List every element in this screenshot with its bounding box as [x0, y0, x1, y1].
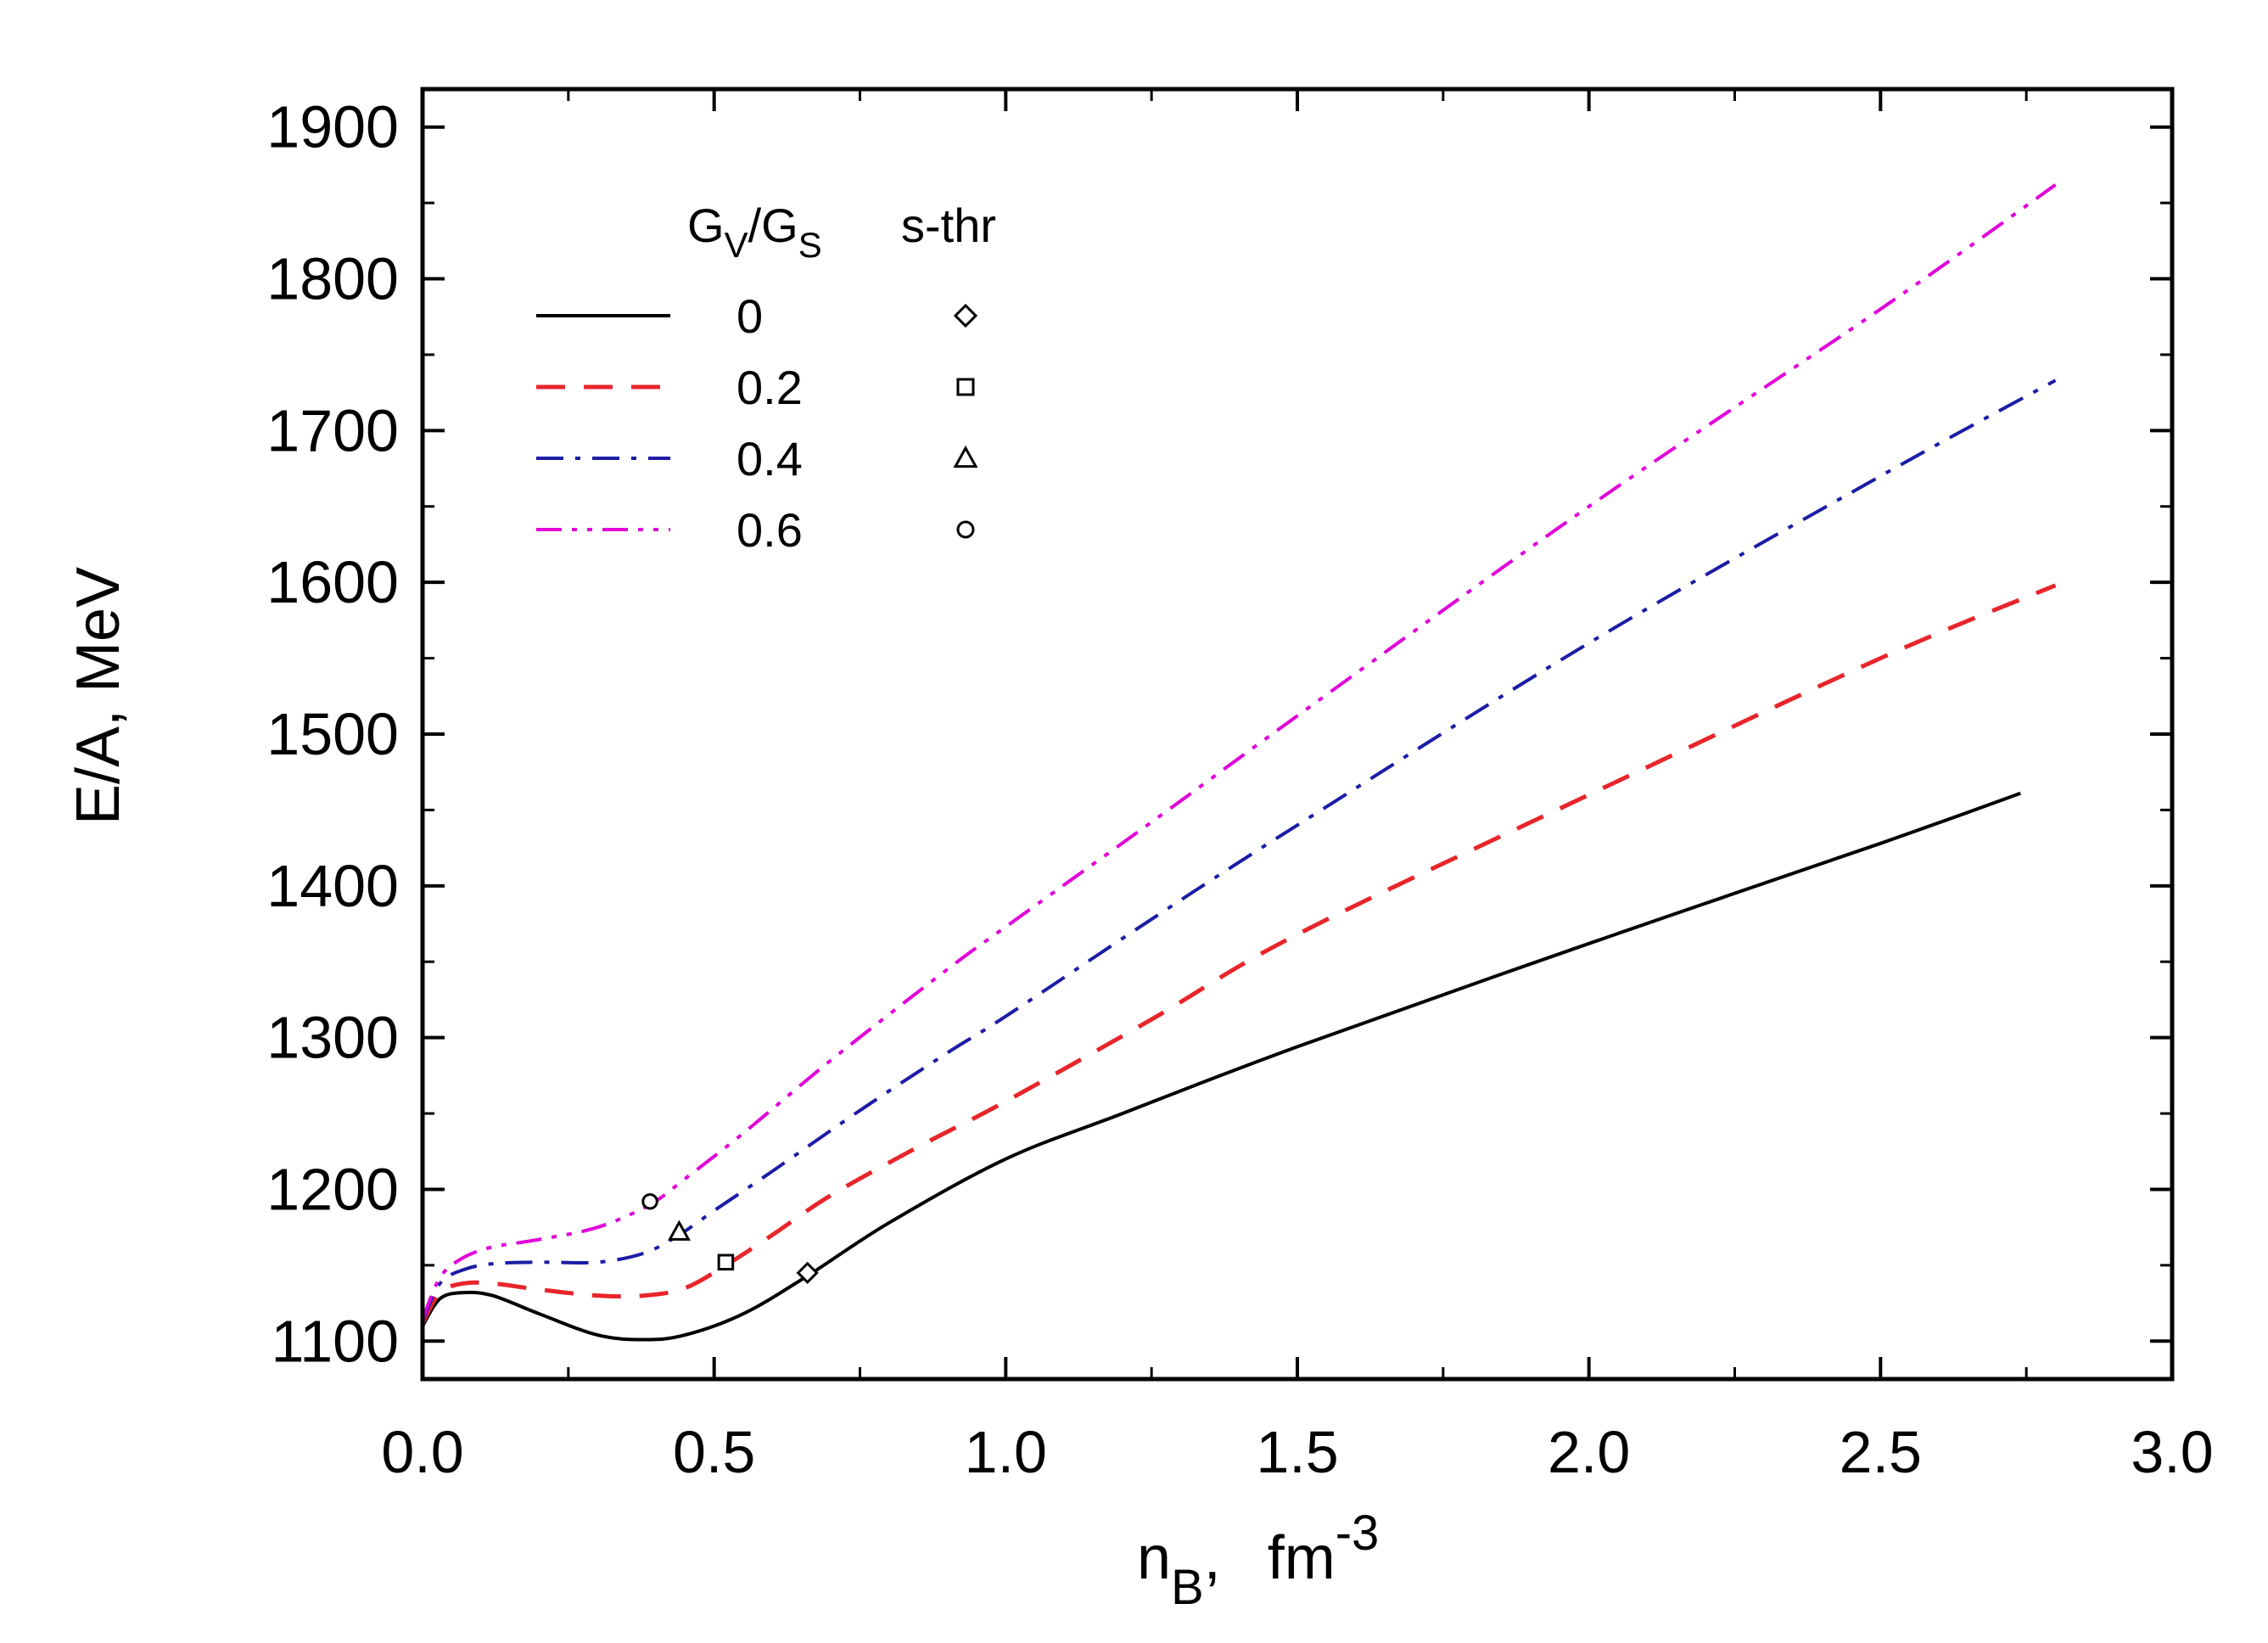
- x-axis-title: nB, fm-3: [1137, 1506, 1379, 1615]
- x-tick-label: 1.5: [1256, 1419, 1338, 1485]
- legend-rows: 0 0.2 0.4 0.6: [536, 289, 978, 557]
- y-tick-label: 1900: [266, 94, 399, 160]
- legend: GV/GS s-thr 00.20.40.6: [536, 199, 996, 557]
- threshold-markers: [641, 1193, 819, 1284]
- plot-frame: [420, 87, 2175, 1382]
- threshold-marker-1: [796, 1261, 819, 1284]
- legend-header-threshold: s-thr: [901, 199, 996, 252]
- legend-marker-3: [953, 445, 978, 468]
- tick-marks: [421, 89, 2174, 1379]
- threshold-marker-3: [667, 1220, 691, 1241]
- series-line-4: [421, 183, 2057, 1321]
- threshold-marker-2: [717, 1253, 735, 1271]
- y-tick-label: 1700: [266, 397, 399, 463]
- legend-label-1: 0: [736, 289, 763, 343]
- legend-header-g2: G: [761, 199, 798, 252]
- y-tick-label: 1100: [271, 1308, 399, 1374]
- x-axis-title-sep: ,: [1204, 1524, 1221, 1592]
- y-tick-label: 1600: [266, 549, 399, 615]
- series-lines: [420, 183, 2057, 1342]
- x-tick-label: 2.0: [1548, 1419, 1630, 1485]
- threshold-marker-4: [641, 1193, 658, 1210]
- y-tick-label: 1300: [266, 1005, 399, 1071]
- x-tick-label: 0.0: [381, 1419, 463, 1485]
- legend-header-slash: /: [748, 199, 762, 252]
- legend-marker-1: [953, 303, 978, 328]
- legend-label-4: 0.6: [736, 503, 803, 557]
- x-axis-title-sub: B: [1171, 1560, 1204, 1615]
- legend-marker-4: [956, 520, 975, 539]
- y-tick-label: 1200: [266, 1156, 399, 1222]
- series-line-1: [421, 791, 2021, 1342]
- series-line-2: [420, 583, 2057, 1325]
- legend-header-g1: G: [687, 199, 725, 252]
- legend-marker-2: [956, 378, 975, 396]
- legend-header-s2: S: [798, 225, 822, 265]
- x-tick-label: 2.5: [1840, 1419, 1922, 1485]
- x-tick-label: 1.0: [965, 1419, 1047, 1485]
- y-tick-label: 1800: [266, 246, 399, 312]
- x-tick-label: 3.0: [2131, 1419, 2213, 1485]
- legend-header-s1: V: [725, 225, 748, 265]
- x-tick-label: 0.5: [673, 1419, 755, 1485]
- legend-label-3: 0.4: [736, 432, 803, 485]
- x-axis-title-sup: -3: [1336, 1506, 1380, 1561]
- y-tick-label: 1400: [266, 853, 399, 919]
- legend-label-2: 0.2: [736, 361, 803, 414]
- tick-labels: 0.0 0.5 1.0 1.5 2.0 2.5 3.0 1100 1200 1300 1400 150…: [266, 94, 2213, 1485]
- legend-header-ratio: GV/GS: [687, 199, 822, 265]
- x-axis-title-unit: fm: [1268, 1524, 1336, 1592]
- x-axis-title-main: n: [1137, 1524, 1171, 1592]
- y-tick-label: 1500: [266, 701, 399, 767]
- y-axis-title: E/A, MeV: [64, 567, 132, 825]
- series-line-3: [421, 379, 2057, 1322]
